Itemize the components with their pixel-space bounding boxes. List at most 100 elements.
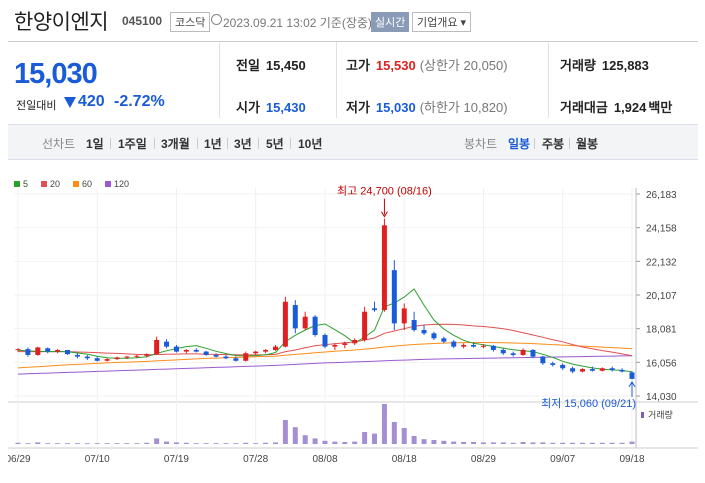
- candle-body: [94, 358, 100, 361]
- candle-body: [144, 354, 150, 356]
- volume-bar: [391, 422, 397, 444]
- volume-bar: [411, 436, 417, 444]
- volume-bar: [312, 438, 318, 444]
- volume-bar: [45, 443, 51, 444]
- volume-bar: [461, 442, 467, 444]
- current-price-panel: 15,030 전일대비 420 -2.72%: [8, 42, 220, 118]
- tab-3m[interactable]: 3개월: [161, 137, 190, 151]
- change-amount: 420: [78, 93, 105, 110]
- realtime-button[interactable]: 실시간: [371, 12, 410, 32]
- volume-bar: [401, 428, 407, 444]
- moving-average-ma5: [17, 288, 633, 373]
- tab-monthly[interactable]: 월봉: [576, 137, 599, 151]
- tab-1y[interactable]: 1년: [204, 137, 222, 151]
- moving-average-ma120: [17, 355, 633, 375]
- tab-weekly[interactable]: 주봉: [542, 137, 565, 151]
- volume-bar: [65, 443, 71, 444]
- legend-swatch-60: [73, 181, 79, 187]
- change-label: 전일대비: [16, 100, 57, 112]
- tab-1d[interactable]: 1일: [86, 137, 104, 151]
- volume-bar: [114, 443, 120, 444]
- candle-body: [114, 357, 120, 360]
- company-overview-dropdown[interactable]: 기업개요 ▾: [412, 12, 472, 32]
- line-chart-label: 선차트: [42, 137, 76, 151]
- stat-open: 시가 15,430: [236, 100, 306, 115]
- y-tick-label: 18,081: [646, 325, 677, 336]
- candle-body: [579, 369, 585, 372]
- candlestick-chart[interactable]: 5 20 60 120 26,183 24,158 22,132 20,107 18,081 16…: [5, 172, 698, 478]
- volume-bar: [589, 442, 595, 444]
- tab-5y[interactable]: 5년: [266, 137, 284, 151]
- candle-body: [233, 358, 239, 361]
- y-tick-label: 22,132: [646, 257, 677, 268]
- stat-divider: [336, 42, 337, 118]
- tab-daily[interactable]: 일봉: [508, 137, 531, 151]
- chart-tab-bar: 선차트 1일 1주일 3개월 1년 3년 5년 10년 봉차트 일봉 주봉 월봉: [8, 124, 698, 160]
- tab-1w[interactable]: 1주일: [118, 137, 147, 151]
- candle-body: [15, 349, 21, 351]
- volume-bar: [550, 442, 556, 444]
- candle-body: [272, 346, 278, 350]
- candle-body: [45, 348, 51, 352]
- candle-body: [164, 341, 170, 347]
- candle-body: [599, 368, 605, 371]
- x-tick-label: 07/28: [243, 454, 268, 465]
- volume-label: 거래량: [648, 409, 673, 420]
- candle-body: [510, 353, 516, 355]
- candle-body: [471, 344, 477, 347]
- market-badge: 코스닥: [170, 12, 211, 32]
- low-annotation: 최저 15,060 (09/21): [541, 397, 636, 410]
- tab-10y[interactable]: 10년: [298, 137, 323, 151]
- stat-divider: [548, 42, 549, 118]
- stock-code: 045100: [122, 14, 163, 28]
- candle-body: [282, 301, 288, 347]
- volume-bar: [272, 442, 278, 444]
- volume-legend-swatch: [641, 412, 644, 418]
- volume-bar: [372, 433, 378, 444]
- change-percent: -2.72%: [114, 93, 165, 110]
- x-tick-label: 07/19: [164, 454, 189, 465]
- volume-bar: [520, 442, 526, 444]
- chart-svg[interactable]: 5 20 60 120 26,183 24,158 22,132 20,107 18,081 16…: [5, 172, 698, 478]
- volume-bar: [94, 443, 100, 444]
- candle-body: [352, 339, 358, 344]
- candle-body: [520, 349, 526, 355]
- low-arrow-head: [628, 380, 636, 388]
- candle-body: [342, 343, 348, 345]
- volume-bar: [619, 442, 625, 444]
- candle-body: [193, 349, 199, 352]
- candle-body: [183, 349, 189, 352]
- candle-body: [401, 308, 407, 324]
- volume-bar: [471, 442, 477, 444]
- tab-3y[interactable]: 3년: [234, 137, 252, 151]
- candle-body: [480, 345, 486, 347]
- timestamp: 2023.09.21 13:02 기준(장중): [223, 16, 372, 30]
- candle-body: [629, 372, 635, 379]
- volume-bar: [599, 442, 605, 444]
- volume-bar: [480, 442, 486, 444]
- candle-body: [619, 369, 625, 372]
- y-tick-label: 16,056: [646, 358, 677, 369]
- volume-bar: [134, 443, 140, 444]
- candle-body: [243, 353, 249, 361]
- candle-body: [292, 305, 298, 329]
- candle-body: [441, 338, 447, 342]
- legend-swatch-120: [105, 181, 111, 187]
- header-divider: [8, 41, 698, 42]
- candle-body: [55, 349, 61, 352]
- candle-body: [421, 330, 427, 334]
- volume-bar: [342, 442, 348, 444]
- clock-icon: [211, 14, 222, 25]
- candle-body: [104, 359, 110, 361]
- candle-body: [203, 351, 209, 355]
- high-annotation: 최고 24,700 (08/16): [337, 185, 432, 198]
- x-tick-label: 06/29: [8, 454, 31, 465]
- candle-body: [530, 349, 536, 357]
- candle-body: [173, 346, 179, 352]
- volume-bar: [84, 443, 90, 444]
- candle-body: [154, 339, 160, 355]
- candle-body: [500, 349, 506, 354]
- candle-body: [589, 369, 595, 371]
- volume-bar: [560, 442, 566, 444]
- volume-bar: [263, 442, 269, 444]
